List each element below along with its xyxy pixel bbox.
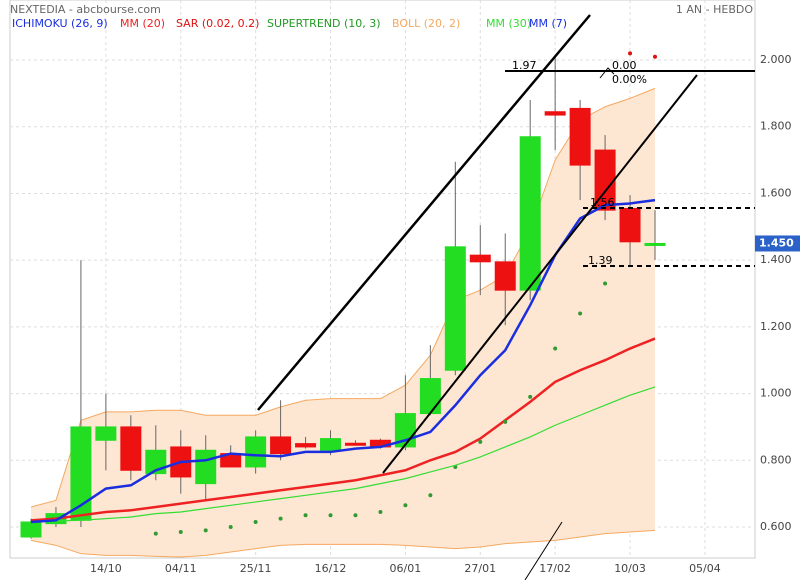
y-tick-label: 2.000 bbox=[760, 53, 792, 66]
header-title: NEXTEDIA - abcbourse.com bbox=[10, 3, 161, 16]
legend-entry: SUPERTREND (10, 3) bbox=[267, 17, 381, 30]
legend: ICHIMOKU (26, 9) MM (20) SAR (0.02, 0.2) SU… bbox=[12, 17, 567, 30]
legend-entry: MM (30) bbox=[486, 17, 531, 30]
candle-body bbox=[320, 438, 342, 451]
boll-line bbox=[30, 87, 656, 508]
sar-dot bbox=[228, 524, 233, 529]
sar-dot bbox=[578, 311, 583, 316]
sar-dot bbox=[303, 513, 308, 518]
candle-body bbox=[195, 449, 217, 485]
sar-dot bbox=[178, 529, 183, 534]
sar-dot bbox=[253, 519, 258, 524]
y-tick-label: 1.600 bbox=[760, 186, 792, 199]
drawings bbox=[257, 14, 755, 580]
annotation: 1.97 bbox=[512, 59, 537, 72]
x-tick-label: 06/01 bbox=[390, 562, 422, 575]
sar-dot bbox=[278, 516, 283, 521]
trend-line bbox=[382, 74, 698, 474]
candle-body bbox=[344, 442, 366, 446]
sar-dot bbox=[428, 493, 433, 498]
sar-dot bbox=[378, 509, 383, 514]
candle-body bbox=[20, 521, 42, 538]
x-tick-label: 25/11 bbox=[240, 562, 272, 575]
price-tag bbox=[755, 235, 800, 252]
candle-body bbox=[519, 136, 541, 291]
candle-body bbox=[494, 261, 516, 291]
header-period: 1 AN - HEBDO bbox=[676, 3, 753, 16]
legend-entry: ICHIMOKU (26, 9) bbox=[12, 17, 108, 30]
candle-body bbox=[444, 246, 466, 371]
indicator-line bbox=[30, 198, 656, 524]
sar-dot bbox=[603, 281, 608, 286]
indicator-line bbox=[30, 337, 656, 522]
candle-body bbox=[569, 107, 591, 166]
x-tick-label: 05/04 bbox=[689, 562, 721, 575]
y-tick-label: 1.800 bbox=[760, 120, 792, 133]
candle-body bbox=[120, 426, 142, 471]
sar-dot bbox=[628, 51, 633, 56]
y-tick-label: 1.000 bbox=[760, 387, 792, 400]
y-tick-label: 0.600 bbox=[760, 520, 792, 533]
sar-dot bbox=[653, 54, 657, 59]
boll-fill bbox=[31, 88, 655, 557]
legend-entry: MM (20) bbox=[120, 17, 165, 30]
x-tick-label: 27/01 bbox=[464, 562, 496, 575]
candle-body bbox=[469, 254, 491, 263]
annotation: 1.39 bbox=[588, 254, 613, 267]
trend-line bbox=[524, 521, 563, 580]
x-tick-label: 10/03 bbox=[614, 562, 646, 575]
x-tick-label: 16/12 bbox=[315, 562, 347, 575]
sar-dot bbox=[503, 419, 508, 424]
sar-dot bbox=[478, 439, 483, 444]
legend-entry: SAR (0.02, 0.2) bbox=[176, 17, 259, 30]
price-tag-label: 1.450 bbox=[759, 236, 794, 249]
x-tick-label: 04/11 bbox=[165, 562, 197, 575]
candle-body bbox=[619, 207, 641, 243]
candle-body bbox=[419, 378, 441, 415]
plot: 1.450 bbox=[20, 51, 800, 558]
sar-dot bbox=[528, 394, 533, 399]
candle-body bbox=[295, 443, 317, 448]
sar-dot bbox=[153, 531, 158, 536]
y-tick-label: 1.400 bbox=[760, 253, 792, 266]
boll-line bbox=[30, 529, 656, 558]
trend-line bbox=[257, 14, 591, 411]
sar-dot bbox=[203, 528, 208, 533]
candle-body bbox=[644, 242, 666, 246]
sar-dot bbox=[353, 513, 358, 518]
candle-body bbox=[95, 426, 117, 441]
legend-entry: MM (7) bbox=[529, 17, 567, 30]
annotation: 0.00% bbox=[612, 73, 647, 86]
legend-entry: BOLL (20, 2) bbox=[392, 17, 460, 30]
sar-dot bbox=[553, 346, 558, 351]
candle-body bbox=[270, 436, 292, 455]
sar-dot bbox=[403, 503, 408, 508]
indicator-line bbox=[30, 386, 656, 523]
annotation: 0.00 bbox=[612, 59, 637, 72]
annotation: 1.56 bbox=[590, 196, 615, 209]
x-tick-label: 17/02 bbox=[539, 562, 571, 575]
y-tick-label: 1.200 bbox=[760, 320, 792, 333]
y-tick-label: 0.800 bbox=[760, 453, 792, 466]
x-tick-label: 14/10 bbox=[90, 562, 122, 575]
sar-dot bbox=[328, 513, 333, 518]
candle-body bbox=[245, 436, 267, 468]
candle-body bbox=[544, 111, 566, 116]
fib-marker bbox=[599, 67, 615, 79]
